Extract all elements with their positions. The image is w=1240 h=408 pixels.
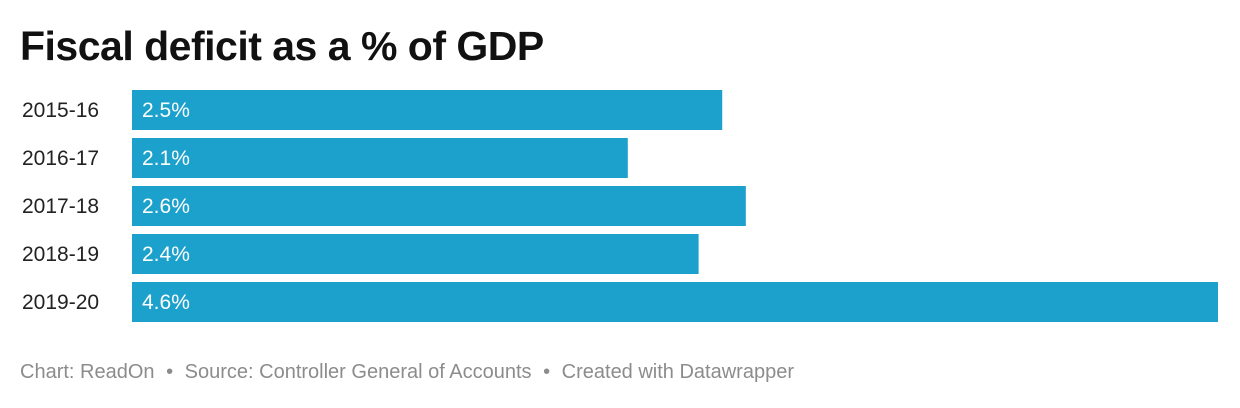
value-label: 4.6%	[142, 291, 190, 314]
footer-separator: •	[543, 361, 551, 383]
created-with-note: Created with Datawrapper	[561, 361, 794, 383]
category-label: 2018-19	[22, 243, 99, 266]
category-label: 2016-17	[22, 147, 99, 170]
bar	[132, 90, 723, 130]
category-label: 2017-18	[22, 195, 99, 218]
chart-title: Fiscal deficit as a % of GDP	[20, 23, 544, 69]
bar	[132, 234, 699, 274]
value-label: 2.4%	[142, 243, 190, 266]
value-label: 2.1%	[142, 147, 190, 170]
value-label: 2.5%	[142, 99, 190, 122]
source-note: Source: Controller General of Accounts	[184, 361, 532, 383]
bar	[132, 282, 1218, 322]
bar	[132, 186, 746, 226]
category-label: 2019-20	[22, 291, 99, 314]
category-label: 2015-16	[22, 99, 99, 122]
chart-credit: Chart: ReadOn	[20, 361, 155, 383]
chart-footer: Chart: ReadOn • Source: Controller Gener…	[20, 361, 794, 384]
footer-separator: •	[166, 361, 174, 383]
bar	[132, 138, 628, 178]
value-label: 2.6%	[142, 195, 190, 218]
